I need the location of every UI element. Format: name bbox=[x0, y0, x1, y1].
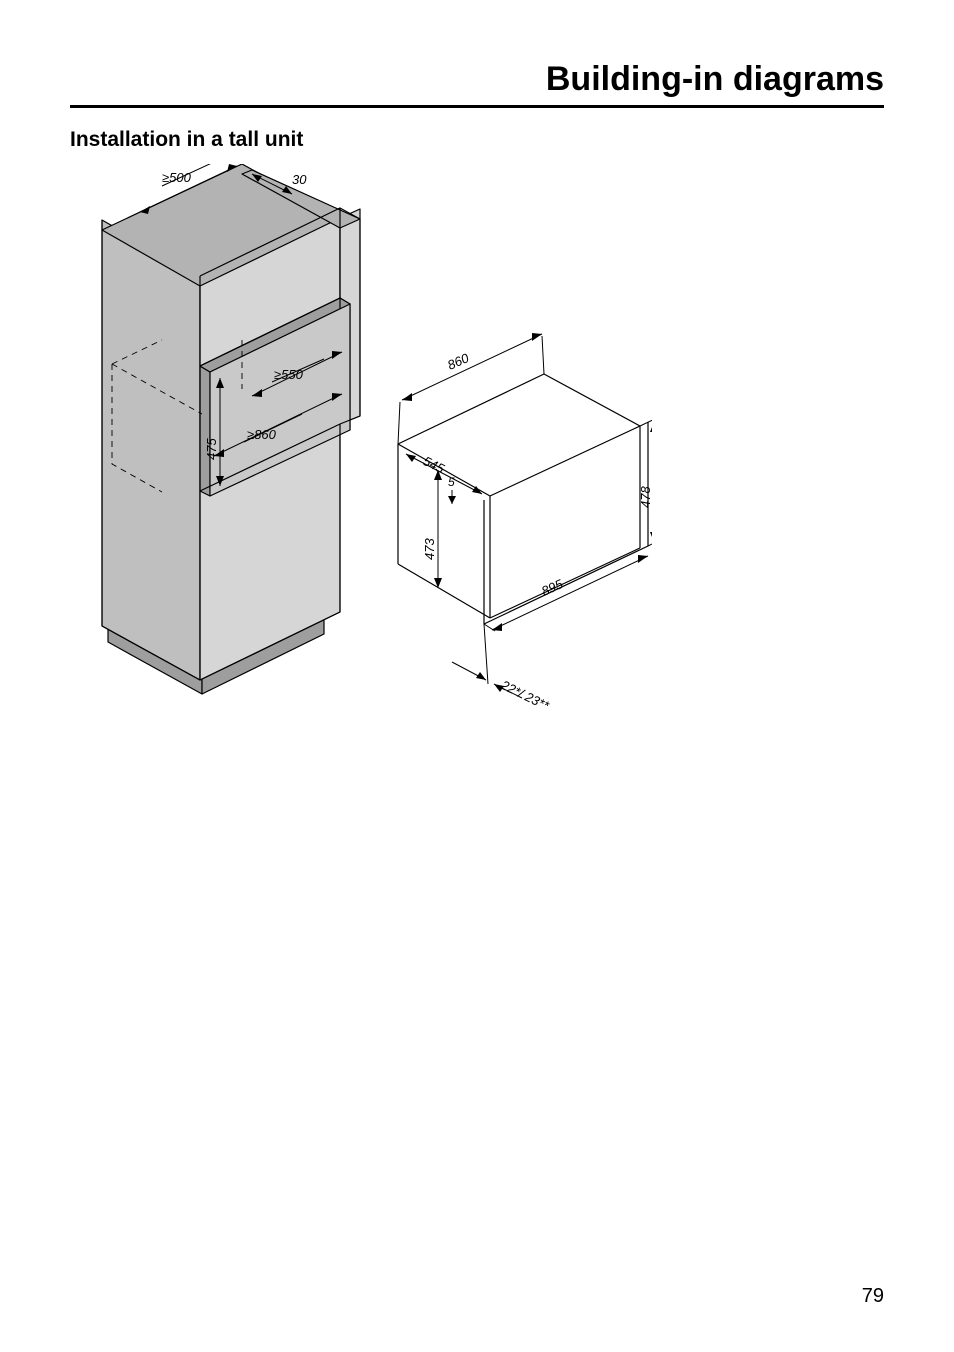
dim-appliance-depth: 545 bbox=[406, 453, 482, 494]
installation-diagram: ≥500 30 ≥550 ≥ bbox=[92, 164, 652, 724]
dim-top-depth-label: ≥500 bbox=[162, 170, 192, 185]
dim-appliance-outer-height-label: 478 bbox=[638, 486, 652, 508]
title-underline bbox=[70, 105, 884, 108]
dim-appliance-inner-height-label: 473 bbox=[422, 538, 437, 560]
dim-appliance-inner-height: 473 bbox=[422, 470, 442, 588]
page: Building-in diagrams Installation in a t… bbox=[0, 0, 954, 1352]
dim-appliance-width: 860 bbox=[398, 333, 544, 444]
dim-appliance-front-width: 895 bbox=[484, 555, 648, 631]
dim-niche-height-label: 475 bbox=[204, 438, 219, 460]
dim-appliance-front-width-label: 895 bbox=[539, 576, 566, 599]
page-title: Building-in diagrams bbox=[70, 60, 884, 99]
dim-niche-width-label: ≥860 bbox=[247, 427, 277, 442]
page-number: 79 bbox=[862, 1285, 884, 1308]
diagram-svg: ≥500 30 ≥550 ≥ bbox=[92, 164, 652, 724]
dim-front-gap-label: 5 bbox=[448, 475, 455, 489]
dim-front-overhang: 22*/ 23** bbox=[452, 624, 552, 714]
dim-front-overhang-label: 22*/ 23** bbox=[498, 677, 552, 714]
appliance: 860 545 5 bbox=[398, 333, 652, 714]
dim-appliance-depth-label: 545 bbox=[421, 453, 448, 476]
section-title: Installation in a tall unit bbox=[70, 128, 884, 152]
dim-top-setback-label: 30 bbox=[292, 172, 307, 187]
